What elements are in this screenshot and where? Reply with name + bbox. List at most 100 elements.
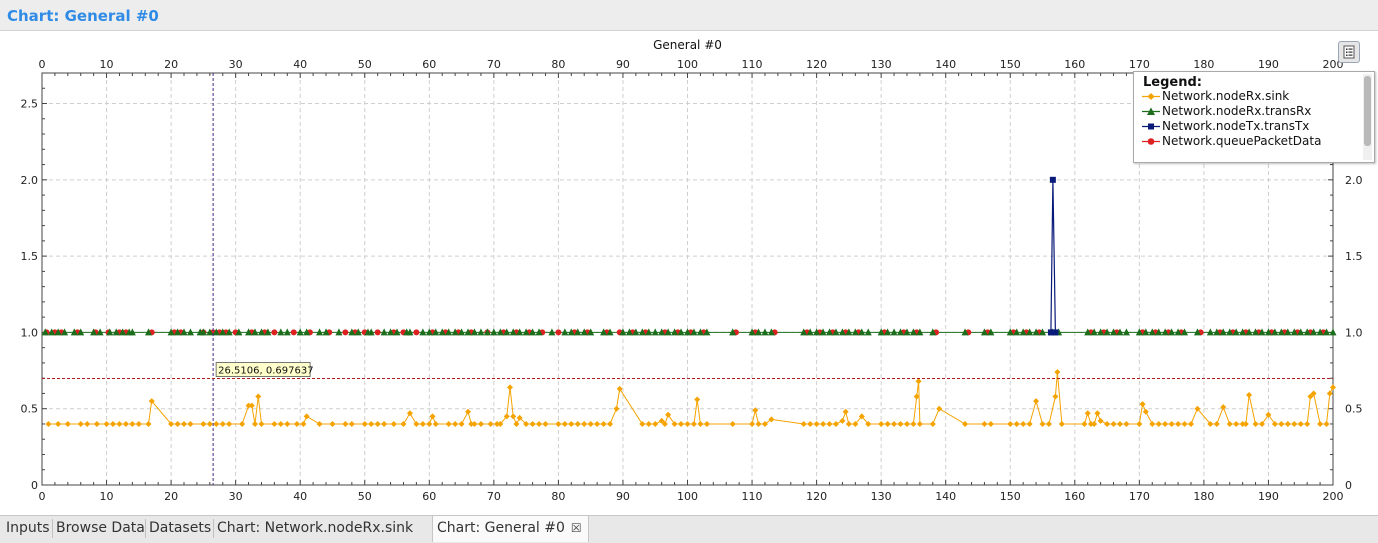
point-transRx [1135, 328, 1143, 336]
legend-title: Legend: [1143, 75, 1202, 90]
tab-inputs[interactable]: Inputs [6, 520, 50, 536]
point-sink [845, 420, 852, 427]
point-transRx [1323, 328, 1331, 336]
list-icon [1343, 45, 1355, 59]
chart-title: General #0 [653, 38, 722, 52]
point-sink [1258, 420, 1265, 427]
point-transRx [522, 328, 530, 336]
point-sink [135, 420, 142, 427]
x-top-tick-label: 50 [358, 58, 372, 71]
point-sink [1304, 420, 1311, 427]
green-triangle-icon [1142, 107, 1160, 115]
point-sink [820, 420, 827, 427]
point-sink [729, 420, 736, 427]
point-transRx [458, 328, 466, 336]
legend-scroll-thumb[interactable] [1364, 76, 1371, 146]
point-sink [703, 420, 710, 427]
point-sink [826, 420, 833, 427]
point-transRx [677, 328, 685, 336]
tab-chart-general[interactable]: Chart: General #0 ☒ [432, 515, 589, 542]
point-transRx [916, 328, 924, 336]
point-sink [516, 414, 523, 421]
point-sink [374, 420, 381, 427]
tab-chart-nodeRx-sink[interactable]: Chart: Network.nodeRx.sink [217, 520, 414, 536]
line-chart[interactable]: General #0001010202030304040505060607070… [0, 31, 1378, 516]
point-sink [145, 420, 152, 427]
point-transRx [1116, 328, 1124, 336]
point-sink [613, 405, 620, 412]
point-sink [181, 420, 188, 427]
x-top-tick-label: 190 [1258, 58, 1279, 71]
point-transRx [800, 328, 808, 336]
point-transRx [438, 328, 446, 336]
point-sink [506, 384, 513, 391]
point-sink [910, 420, 917, 427]
point-sink [1104, 420, 1111, 427]
point-transRx [1013, 328, 1021, 336]
point-sink [303, 413, 310, 420]
point-transRx [851, 328, 859, 336]
point-transRx [1297, 328, 1305, 336]
point-sink [600, 420, 607, 427]
x-tick-label: 120 [806, 490, 827, 503]
legend-toggle-button[interactable] [1338, 41, 1360, 63]
point-transRx [483, 328, 491, 336]
point-sink [1226, 420, 1233, 427]
point-sink [1162, 420, 1169, 427]
point-transRx [235, 328, 243, 336]
point-transRx [1284, 328, 1292, 336]
x-top-tick-label: 60 [422, 58, 436, 71]
point-sink [1252, 420, 1259, 427]
x-tick-label: 60 [422, 490, 436, 503]
point-sink [329, 420, 336, 427]
point-sink [390, 420, 397, 427]
point-sink [858, 413, 865, 420]
point-sink [513, 420, 520, 427]
point-sink [187, 420, 194, 427]
point-transRx [813, 328, 821, 336]
point-sink [561, 420, 568, 427]
point-sink [1123, 420, 1130, 427]
point-transRx [1232, 328, 1240, 336]
tab-browse-data[interactable]: Browse Data [56, 520, 145, 536]
y-tick-label: 0 [31, 479, 38, 492]
point-transRx [387, 328, 395, 336]
point-transRx [316, 328, 324, 336]
point-transRx [1213, 328, 1221, 336]
point-sink [1084, 410, 1091, 417]
point-transRx [406, 328, 414, 336]
point-transRx [1252, 328, 1260, 336]
point-sink [929, 420, 936, 427]
point-transRx [909, 328, 917, 336]
x-tick-label: 10 [100, 490, 114, 503]
point-sink [1058, 420, 1065, 427]
point-sink [510, 413, 517, 420]
point-sink [581, 420, 588, 427]
point-sink [293, 420, 300, 427]
point-sink [226, 420, 233, 427]
point-transRx [696, 328, 704, 336]
point-sink [962, 420, 969, 427]
point-transRx [1148, 328, 1156, 336]
point-sink [807, 420, 814, 427]
point-sink [897, 420, 904, 427]
point-transRx [625, 328, 633, 336]
x-top-tick-label: 130 [871, 58, 892, 71]
legend-scrollbar[interactable] [1363, 74, 1372, 160]
tab-datasets[interactable]: Datasets [149, 520, 212, 536]
point-transRx [580, 328, 588, 336]
point-sink [497, 420, 504, 427]
point-queuePacketData [413, 329, 420, 336]
close-icon[interactable]: ☒ [570, 521, 582, 535]
point-sink [1168, 420, 1175, 427]
point-transRx [206, 328, 214, 336]
point-sink [252, 420, 259, 427]
x-tick-label: 200 [1323, 490, 1344, 503]
point-sink [129, 420, 136, 427]
point-sink [661, 420, 668, 427]
point-sink [1175, 420, 1182, 427]
point-transRx [1039, 328, 1047, 336]
point-sink [645, 420, 652, 427]
point-transRx [632, 328, 640, 336]
point-transRx [877, 328, 885, 336]
